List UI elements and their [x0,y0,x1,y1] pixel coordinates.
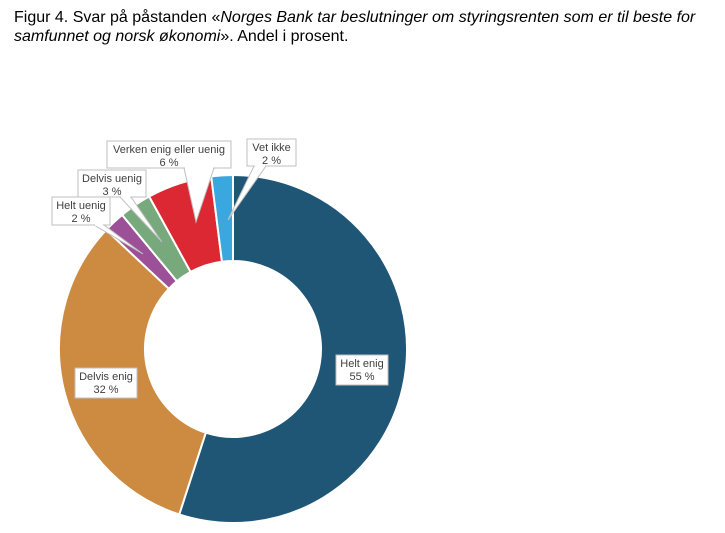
label-box [74,367,138,399]
label-category: Vet ikke [252,142,291,154]
label-category: Delvis uenig [82,173,142,185]
label-category: Helt uenig [56,200,106,212]
slice-vet-ikke [210,173,234,263]
title-suffix: ». Andel i prosent. [220,28,349,45]
slice-helt-enig [177,173,408,524]
title-statement: Norges Bank tar beslutninger om styrings… [14,9,696,45]
label-box [77,169,147,198]
figure-title: Figur 4. Svar på påstanden «Norges Bank … [14,8,724,46]
label-box [246,138,297,167]
label-value: 55 % [349,371,374,383]
label-value: 6 % [160,157,179,169]
label-category: Delvis enig [79,371,133,383]
label-value: 2 % [262,155,281,167]
label-value: 2 % [72,213,91,225]
label-box [106,140,232,169]
label-box [335,354,389,386]
label-value: 32 % [93,384,118,396]
label-box [51,196,111,226]
title-prefix: Figur 4. Svar på påstanden « [14,9,221,26]
label-category: Helt enig [340,358,383,370]
label-value: 3 % [103,186,122,198]
label-category: Verken enig eller uenig [113,144,225,156]
